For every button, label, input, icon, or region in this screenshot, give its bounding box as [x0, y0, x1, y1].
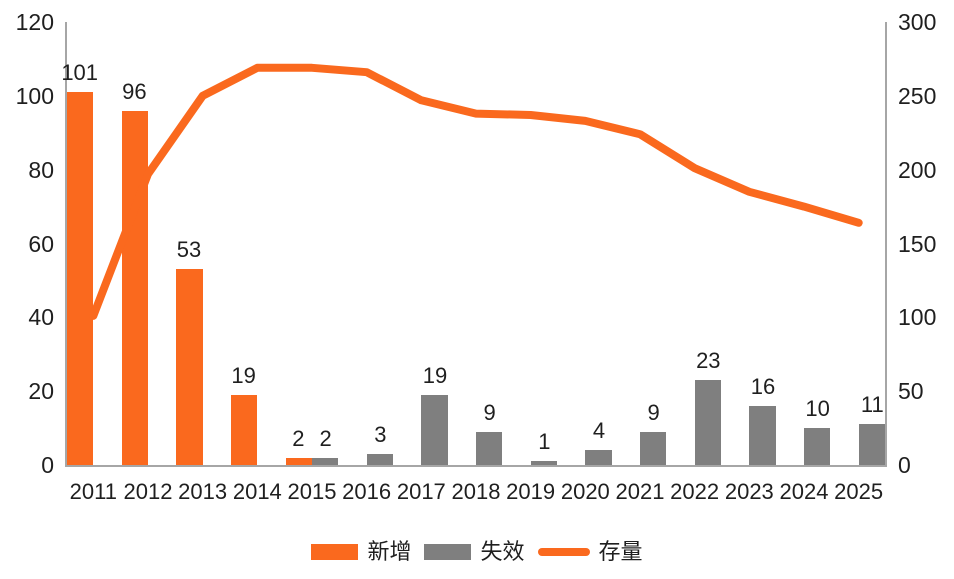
- data-label-失效-2022: 23: [696, 348, 721, 374]
- category-cell-2018: 9: [449, 22, 504, 465]
- expired-bar-swatch-icon: [424, 544, 472, 560]
- data-label-失效-2017: 19: [422, 362, 448, 388]
- data-label-失效-2016: 3: [374, 421, 387, 447]
- x-axis-tick-label: 2018: [451, 479, 501, 504]
- stock-line-svg: [89, 63, 863, 320]
- expired-bar-2020: [585, 450, 612, 465]
- data-label-新增-2014: 19: [231, 362, 256, 388]
- expired-bar-2019: [530, 461, 557, 465]
- expired-bar-2025: [858, 424, 885, 465]
- new-bar-2014: [231, 394, 258, 465]
- x-axis-tick-label: 2011: [69, 479, 117, 504]
- left-axis-tick-label: 0: [41, 452, 54, 478]
- category-cell-2012: 96: [121, 22, 176, 465]
- expired-bar-2016: [366, 453, 393, 465]
- data-label-失效-2018: 9: [483, 399, 496, 425]
- x-axis-tick-label: 2012: [123, 479, 173, 504]
- x-axis-line: [65, 465, 887, 467]
- left-axis-tick-label: 60: [28, 230, 54, 257]
- x-axis-tick-label: 2022: [670, 479, 720, 504]
- right-axis-tick-label: 100: [898, 304, 937, 331]
- category-cell-2025: 11: [831, 22, 886, 465]
- x-axis-tick-label: 2013: [178, 479, 228, 504]
- category-cell-2014: 19: [230, 22, 285, 465]
- x-axis-tick-label: 2017: [396, 479, 446, 504]
- x-axis-tick-label: 2016: [342, 479, 392, 504]
- new-bar-swatch-icon: [311, 544, 359, 560]
- data-label-失效-2019: 1: [538, 429, 551, 455]
- data-label-失效-2025: 11: [860, 392, 884, 418]
- right-axis-tick-label: 0: [898, 452, 911, 478]
- category-cell-2011: 101: [61, 22, 121, 465]
- data-label-失效-2015: 2: [319, 425, 332, 451]
- data-label-新增-2011: 101: [61, 60, 99, 86]
- x-axis-tick-label: 2014: [232, 479, 282, 504]
- expired-bar-2017: [421, 394, 448, 465]
- x-axis-tick-label: 2024: [779, 479, 829, 504]
- data-label-失效-2021: 9: [647, 399, 660, 425]
- expired-bar-2015: [312, 457, 339, 465]
- legend-label-stock: 存量: [598, 539, 643, 564]
- x-axis-tick-label: 2019: [506, 479, 556, 504]
- legend-label-new: 新增: [367, 539, 412, 564]
- category-cell-2013: 53: [175, 22, 230, 465]
- data-label-新增-2015: 2: [292, 425, 305, 451]
- expired-bar-2023: [749, 405, 776, 465]
- data-label-失效-2024: 10: [805, 396, 830, 422]
- stock-line: [89, 63, 863, 320]
- category-cell-2017: 19: [394, 22, 449, 465]
- right-axis-tick-label: 300: [898, 9, 937, 35]
- expired-bar-2022: [694, 380, 721, 465]
- expired-bar-2021: [640, 431, 667, 465]
- left-axis-tick-label: 80: [28, 156, 54, 183]
- new-bar-2015: [285, 457, 312, 465]
- data-label-失效-2023: 16: [750, 373, 776, 399]
- category-cell-2023: 16: [722, 22, 777, 465]
- category-cell-2022: 23: [667, 22, 722, 465]
- x-axis-tick-label: 2025: [834, 479, 884, 504]
- new-bar-2012: [121, 110, 148, 465]
- legend-label-expired: 失效: [480, 539, 525, 564]
- legend-item-stock: 存量: [537, 539, 643, 565]
- plot-area: 101 96 53 19 2 2 3 19 9 1 4 9 23 16 10 11: [61, 22, 887, 467]
- category-cell-2020: 4: [558, 22, 613, 465]
- category-cell-2021: 9: [613, 22, 668, 465]
- new-bar-2013: [176, 269, 203, 465]
- stock-line-swatch-icon: [537, 548, 590, 556]
- left-axis-tick-label: 100: [15, 82, 54, 109]
- data-label-失效-2020: 4: [592, 418, 606, 444]
- category-cell-2016: 3: [339, 22, 394, 465]
- right-axis-tick-label: 150: [898, 230, 937, 257]
- data-label-新增-2012: 96: [122, 78, 147, 104]
- legend-item-expired: 失效: [424, 539, 525, 565]
- right-axis-tick-label: 200: [898, 156, 937, 183]
- x-axis-tick-label: 2023: [724, 479, 774, 504]
- category-cell-2024: 10: [777, 22, 832, 465]
- expired-bar-2024: [804, 428, 831, 465]
- x-axis-tick-label: 2015: [287, 479, 337, 504]
- left-axis-line: [65, 22, 67, 467]
- data-label-新增-2013: 53: [176, 237, 202, 263]
- expired-bar-2018: [476, 431, 503, 465]
- right-axis-tick-label: 50: [898, 378, 924, 405]
- left-axis-tick-label: 20: [28, 378, 54, 405]
- x-axis-tick-label: 2021: [615, 479, 665, 504]
- left-axis-tick-label: 120: [15, 9, 54, 35]
- legend: 新增 失效 存量: [0, 536, 954, 568]
- category-cell-2019: 1: [503, 22, 558, 465]
- left-axis-tick-label: 40: [28, 304, 54, 331]
- x-axis-tick-label: 2020: [560, 479, 610, 504]
- right-axis-tick-label: 250: [898, 82, 937, 109]
- legend-item-new: 新增: [311, 539, 411, 565]
- new-bar-2011: [67, 92, 94, 465]
- right-axis-line: [885, 22, 887, 467]
